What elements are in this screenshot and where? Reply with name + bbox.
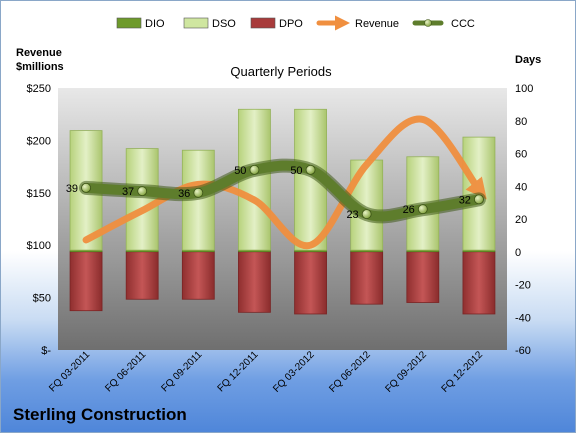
x-tick-label: FQ 03-2011 <box>47 349 92 394</box>
ccc-point <box>474 194 484 205</box>
ccc-data-label: 39 <box>66 183 78 195</box>
legend-swatch-dio <box>116 17 142 29</box>
x-tick-label: FQ 03-2012 <box>271 349 317 395</box>
ccc-point <box>81 182 91 193</box>
x-tick-label: FQ 12-2012 <box>440 349 486 395</box>
right-tick-label: 40 <box>515 181 527 193</box>
legend-marker-ccc <box>424 19 432 27</box>
ccc-point <box>305 164 316 175</box>
legend-label-revenue: Revenue <box>355 18 399 30</box>
x-tick-label: FQ 12-2011 <box>216 349 261 394</box>
ccc-data-label: 50 <box>290 165 302 177</box>
x-tick-label: FQ 09-2012 <box>383 349 429 395</box>
dpo-bar <box>125 251 159 300</box>
left-tick-label: $- <box>41 345 51 357</box>
right-tick-label: 80 <box>515 116 527 128</box>
dpo-bar <box>238 251 271 313</box>
left-axis-title-line1: Revenue <box>16 47 62 59</box>
ccc-data-label: 50 <box>234 165 246 177</box>
x-tick-label: FQ 06-2011 <box>103 349 148 394</box>
ccc-point <box>193 187 204 198</box>
legend-label-ccc: CCC <box>451 18 475 30</box>
right-tick-label: 20 <box>515 214 527 226</box>
right-tick-label: 0 <box>515 247 521 259</box>
ccc-data-label: 26 <box>403 204 415 216</box>
chart-title: Quarterly Periods <box>230 64 332 79</box>
legend-label-dpo: DPO <box>279 18 303 30</box>
dpo-bar <box>462 251 496 315</box>
ccc-data-label: 36 <box>178 188 190 200</box>
dpo-bar <box>181 251 215 300</box>
right-tick-label: -40 <box>515 312 531 324</box>
ccc-point <box>137 186 148 197</box>
right-tick-label: 60 <box>515 149 527 161</box>
x-tick-label: FQ 06-2012 <box>327 349 373 395</box>
right-tick-label: -20 <box>515 280 531 292</box>
ccc-line <box>81 160 484 222</box>
left-tick-label: $150 <box>27 188 51 200</box>
right-tick-label: -60 <box>515 345 531 357</box>
left-tick-label: $100 <box>27 240 51 252</box>
left-axis-title-line2: $millions <box>16 61 64 73</box>
legend-label-dio: DIO <box>145 18 165 30</box>
left-tick-label: $250 <box>27 83 51 95</box>
ccc-data-label: 32 <box>459 194 471 206</box>
legend: DIO DSO DPO Revenue CCC <box>116 15 475 31</box>
revenue-line <box>82 115 487 250</box>
right-tick-label: 100 <box>515 83 533 95</box>
dpo-bar <box>350 251 384 305</box>
ccc-point <box>249 164 260 175</box>
dso-bar <box>125 148 159 251</box>
right-axis-title: Days <box>515 54 541 66</box>
legend-label-dso: DSO <box>212 18 236 30</box>
ccc-data-label: 23 <box>346 209 358 221</box>
dpo-bar <box>294 251 327 315</box>
dpo-bar <box>69 251 103 312</box>
ccc-point <box>417 204 428 215</box>
company-name: Sterling Construction <box>13 405 187 424</box>
ccc-data-label: 37 <box>122 186 134 198</box>
ccc-point <box>361 209 372 219</box>
legend-swatch-dso <box>183 17 209 29</box>
dpo-bar <box>406 251 440 303</box>
x-tick-label: FQ 09-2011 <box>159 349 204 394</box>
left-tick-label: $50 <box>33 293 51 305</box>
left-tick-label: $200 <box>27 135 51 147</box>
legend-swatch-dpo <box>250 17 276 29</box>
